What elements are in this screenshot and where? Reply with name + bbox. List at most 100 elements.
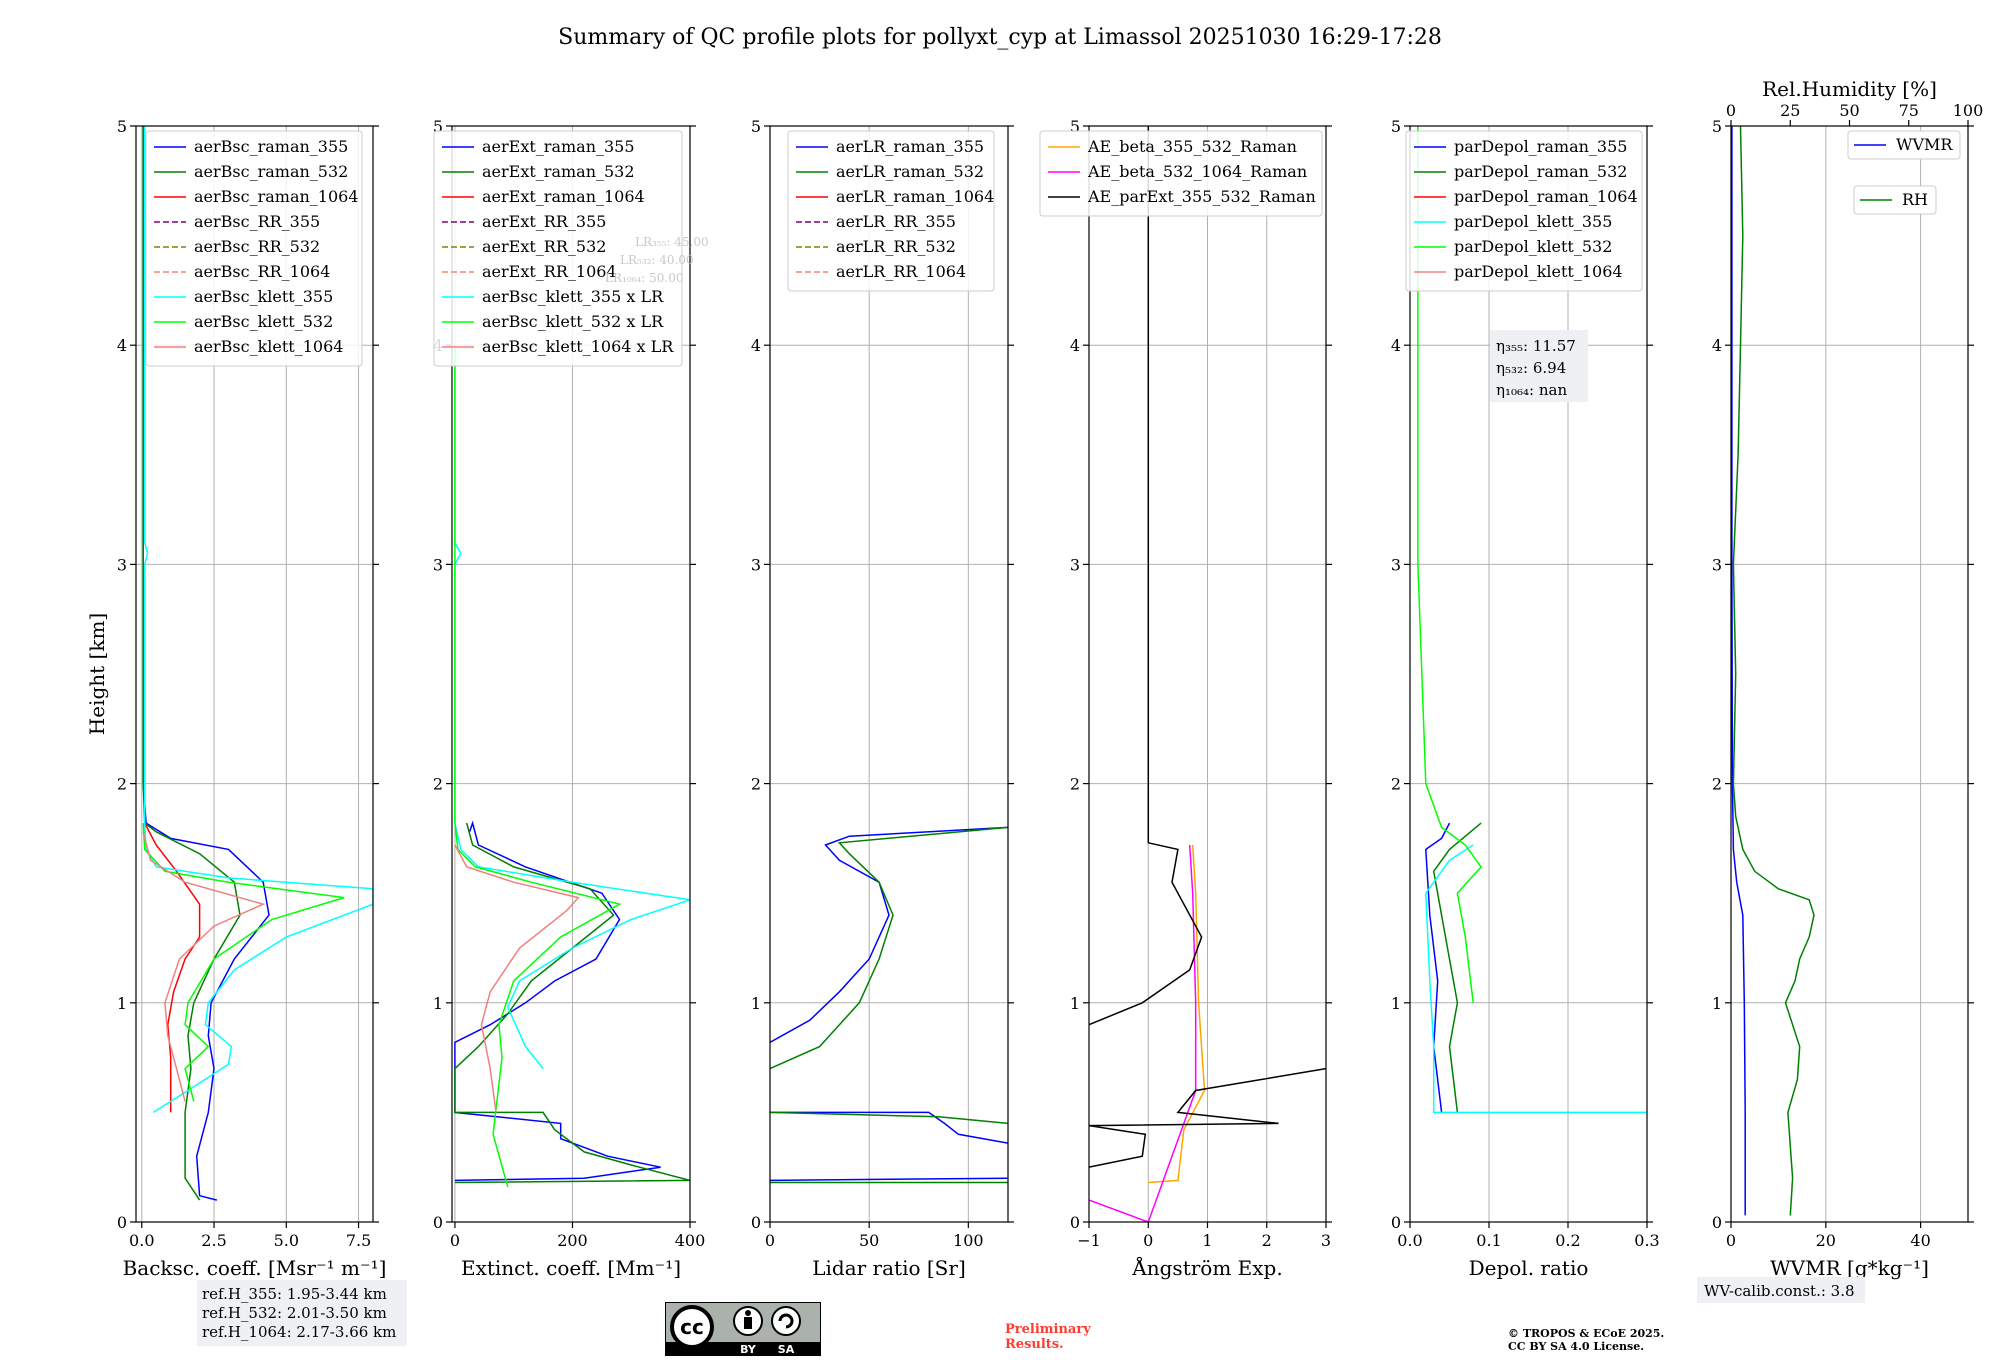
- series-AE_beta_532_1064_Raman: [1089, 844, 1197, 1222]
- axes-frame: [769, 125, 1009, 1223]
- legend-label: parDepol_klett_355: [1454, 212, 1612, 231]
- legend-label: aerLR_raman_1064: [836, 187, 994, 206]
- lr-annotation-1064: LR₁₀₆₄: 50.00: [605, 271, 683, 285]
- preliminary-notice: Preliminary Results.: [1005, 1322, 1091, 1352]
- xtick-label: 400: [675, 1231, 706, 1250]
- axes-frame: [1730, 125, 1969, 1223]
- series-aerBsc_klett_532: [142, 823, 345, 1102]
- series-group: [1731, 126, 1815, 1216]
- ytick-label: 4: [1391, 336, 1401, 355]
- cc-icon: [670, 1305, 714, 1349]
- legend-label: parDepol_klett_1064: [1454, 262, 1623, 281]
- ref-height-box: ref.H_355: 1.95-3.44 km ref.H_532: 2.01-…: [197, 1280, 407, 1346]
- by-label: BY: [740, 1343, 757, 1356]
- axes-frame: [135, 125, 374, 1223]
- xtick-label: 2.5: [201, 1231, 226, 1250]
- legend: WVMR RH: [1847, 130, 1961, 215]
- series-aerBsc_klett_1064 x LR: [454, 844, 580, 1113]
- axes-frame: [451, 125, 691, 1223]
- xtick-label: 100: [953, 1231, 984, 1250]
- ytick-label: 3: [117, 555, 127, 574]
- legend-label: aerLR_RR_1064: [836, 262, 966, 281]
- preliminary-line2: Results.: [1005, 1337, 1064, 1352]
- wv-calib-box: WV-calib.const.: 3.8: [1697, 1277, 1865, 1303]
- series-aerBsc_klett_355 x LR: [454, 345, 690, 1070]
- series-group: [454, 345, 690, 1188]
- ytick-label: 5: [1070, 117, 1080, 136]
- sa-share-icon: [771, 1306, 801, 1336]
- legend-label: aerBsc_RR_1064: [194, 262, 330, 281]
- legend-label: aerBsc_klett_1064: [194, 337, 343, 356]
- series-aerLR_raman_355: [770, 1177, 1008, 1182]
- copyright-line1: © TROPOS & ECoE 2025.: [1508, 1327, 1665, 1340]
- legend: aerLR_raman_355 aerLR_raman_532 aerLR_rama…: [787, 130, 995, 292]
- series-group: [142, 126, 373, 1201]
- xtick-label: 1: [1202, 1231, 1212, 1250]
- eta-box-bg: [1490, 330, 1588, 402]
- legend-label: aerLR_raman_355: [836, 137, 984, 156]
- ytick-label: 0: [117, 1213, 127, 1232]
- legend-label: aerExt_RR_1064: [482, 262, 617, 281]
- series-aerBsc_raman_532: [142, 126, 241, 1201]
- ytick-label: 5: [751, 117, 761, 136]
- legend-box: [1405, 130, 1643, 292]
- series-AE_parExt_355_532_Raman: [1089, 1067, 1326, 1168]
- eta-532: η₅₃₂: 6.94: [1496, 359, 1566, 377]
- xtick-label: 0.0: [129, 1231, 154, 1250]
- legend-box: [1853, 185, 1937, 215]
- x2tick-label: 50: [1839, 101, 1859, 120]
- ytick-label: 2: [1070, 775, 1080, 794]
- axes-frame: [1409, 125, 1648, 1223]
- wv-calib-bg: [1697, 1277, 1865, 1303]
- legend-label: aerBsc_klett_532: [194, 312, 333, 331]
- legend-label: AE_parExt_355_532_Raman: [1087, 187, 1316, 206]
- legend-box: [145, 130, 363, 367]
- series-aerBsc_klett_1064: [142, 831, 266, 1102]
- panels: 0 1 2 3 4 5 0.0 2.5 5.0 7.5 Backsc. coeff. [Msr⁻¹ …: [85, 77, 1983, 1280]
- ytick-label: 1: [433, 994, 443, 1013]
- series-aerLR_raman_532_b: [770, 1111, 1008, 1125]
- series-AE_parExt_355_532_Raman_b: [1089, 126, 1203, 1026]
- ytick-label: 1: [1712, 994, 1722, 1013]
- xaxis-label: WVMR [g*kg⁻¹]: [1770, 1256, 1929, 1280]
- xtick-label: 0.2: [1555, 1231, 1580, 1250]
- series-parDepol_raman_532: [1432, 822, 1482, 1113]
- ytick-label: 4: [751, 336, 761, 355]
- ref-height-1064: ref.H_1064: 2.17-3.66 km: [202, 1323, 396, 1341]
- legend-label: parDepol_raman_532: [1454, 162, 1627, 181]
- preliminary-line1: Preliminary: [1005, 1322, 1091, 1337]
- panel-bsc: 0 1 2 3 4 5 0.0 2.5 5.0 7.5 Backsc. coeff. [Msr⁻¹ …: [85, 117, 386, 1280]
- lr-annotation-532: LR₅₃₂: 40.00: [620, 253, 694, 267]
- legend: aerExt_raman_355 aerExt_raman_532 aerExt_r…: [433, 130, 683, 367]
- xtick-label: 5.0: [274, 1231, 299, 1250]
- legend-label: aerLR_raman_532: [836, 162, 984, 181]
- legend-label: aerBsc_klett_355 x LR: [482, 287, 664, 306]
- ref-height-bg: [197, 1280, 407, 1346]
- yaxis-label: Height [km]: [85, 613, 109, 735]
- legend-label: aerBsc_RR_532: [194, 237, 320, 256]
- x2axis-label: Rel.Humidity [%]: [1762, 77, 1937, 101]
- ref-height-532: ref.H_532: 2.01-3.50 km: [202, 1304, 387, 1322]
- legend-label: aerBsc_raman_1064: [194, 187, 359, 206]
- panel-ext: 0123450200400Extinct. coeff. [Mm⁻¹]aerEx…: [433, 117, 705, 1280]
- series-aerLR_raman_532_c: [770, 826, 1008, 1070]
- series-aerLR_raman_355_b: [770, 1111, 1008, 1144]
- legend-label: aerBsc_klett_355: [194, 287, 333, 306]
- ytick-label: 0: [1712, 1213, 1722, 1232]
- legend-label: aerBsc_raman_355: [194, 137, 348, 156]
- ytick-label: 3: [751, 555, 761, 574]
- legend-label: aerBsc_raman_532: [194, 162, 348, 181]
- xtick-label: 0: [450, 1231, 460, 1250]
- x2tick-label: 100: [1953, 101, 1984, 120]
- eta-box: η₃₅₅: 11.57 η₅₃₂: 6.94 η₁₀₆₄: nan: [1490, 330, 1588, 402]
- series-parDepol_klett_532: [1417, 126, 1483, 1003]
- series-aerBsc_raman_355: [142, 126, 270, 1201]
- eta-355: η₃₅₅: 11.57: [1496, 337, 1576, 355]
- xtick-label: 0.1: [1476, 1231, 1501, 1250]
- ytick-label: 5: [1712, 117, 1722, 136]
- ytick-label: 2: [1391, 775, 1401, 794]
- ytick-label: 2: [751, 775, 761, 794]
- xtick-label: 0.0: [1397, 1231, 1422, 1250]
- legend-label: aerExt_raman_355: [482, 137, 635, 156]
